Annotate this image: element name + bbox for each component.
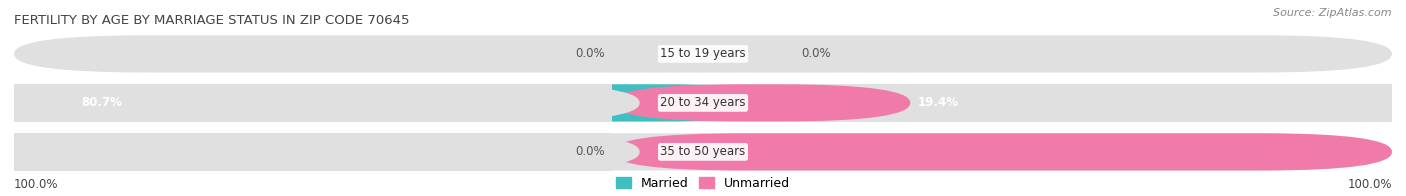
Bar — [14, 84, 612, 122]
Text: 0.0%: 0.0% — [575, 47, 605, 60]
FancyBboxPatch shape — [14, 84, 1392, 122]
FancyBboxPatch shape — [14, 133, 640, 171]
FancyBboxPatch shape — [14, 133, 1392, 171]
Text: 80.7%: 80.7% — [82, 96, 122, 109]
Bar — [794, 84, 1392, 122]
FancyBboxPatch shape — [612, 133, 1392, 171]
Legend: Married, Unmarried: Married, Unmarried — [616, 177, 790, 190]
FancyBboxPatch shape — [14, 84, 640, 122]
Bar — [14, 133, 612, 171]
Text: 19.4%: 19.4% — [917, 96, 959, 109]
Text: 100.0%: 100.0% — [14, 178, 59, 191]
Text: 0.0%: 0.0% — [801, 47, 831, 60]
Text: FERTILITY BY AGE BY MARRIAGE STATUS IN ZIP CODE 70645: FERTILITY BY AGE BY MARRIAGE STATUS IN Z… — [14, 14, 409, 27]
Text: Source: ZipAtlas.com: Source: ZipAtlas.com — [1274, 8, 1392, 18]
FancyBboxPatch shape — [14, 35, 1392, 73]
Text: 15 to 19 years: 15 to 19 years — [661, 47, 745, 60]
Text: 100.0%: 100.0% — [1399, 145, 1406, 158]
Text: 0.0%: 0.0% — [575, 145, 605, 158]
FancyBboxPatch shape — [129, 84, 794, 122]
FancyBboxPatch shape — [612, 84, 910, 122]
Text: 35 to 50 years: 35 to 50 years — [661, 145, 745, 158]
Text: 20 to 34 years: 20 to 34 years — [661, 96, 745, 109]
Text: 100.0%: 100.0% — [1347, 178, 1392, 191]
